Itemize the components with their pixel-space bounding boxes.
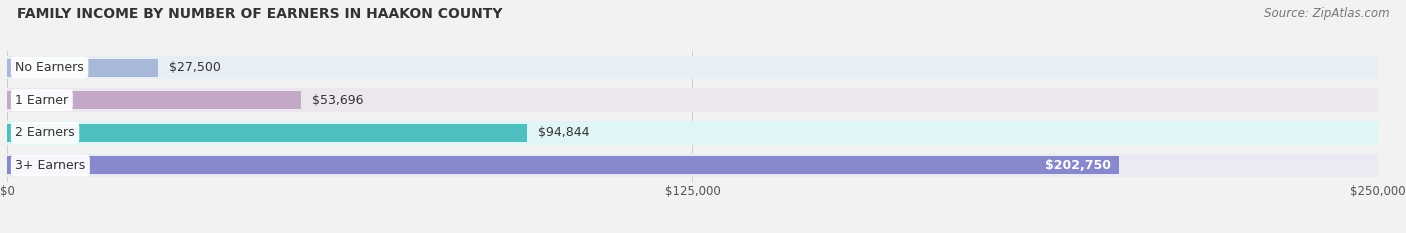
Text: 3+ Earners: 3+ Earners	[15, 159, 86, 172]
Text: 2 Earners: 2 Earners	[15, 126, 75, 139]
Text: FAMILY INCOME BY NUMBER OF EARNERS IN HAAKON COUNTY: FAMILY INCOME BY NUMBER OF EARNERS IN HA…	[17, 7, 502, 21]
Bar	[7, 121, 1378, 144]
Bar	[7, 154, 1378, 177]
Text: $94,844: $94,844	[538, 126, 589, 139]
Bar	[7, 59, 157, 76]
Text: $27,500: $27,500	[169, 61, 221, 74]
Text: Source: ZipAtlas.com: Source: ZipAtlas.com	[1264, 7, 1389, 20]
Bar	[7, 91, 301, 109]
Text: $202,750: $202,750	[1045, 159, 1111, 172]
Text: 1 Earner: 1 Earner	[15, 94, 69, 107]
Bar	[7, 157, 1119, 174]
Bar	[7, 124, 527, 142]
Text: $53,696: $53,696	[312, 94, 364, 107]
Text: No Earners: No Earners	[15, 61, 84, 74]
Bar	[7, 56, 1378, 79]
Bar	[7, 89, 1378, 112]
